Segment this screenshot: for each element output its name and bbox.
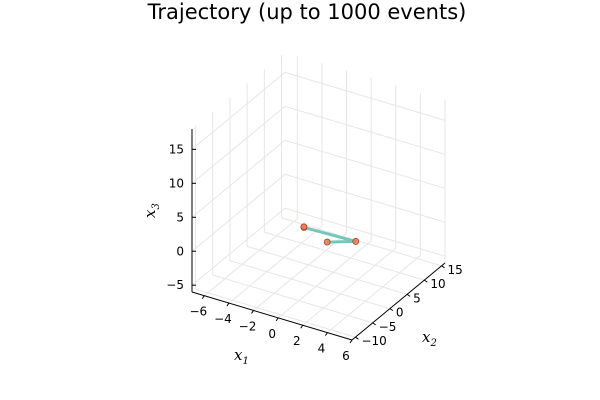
label-layer: x1 x2 x3 <box>141 203 437 367</box>
floor-grid-line-y <box>212 274 373 324</box>
floor-grid-line-x <box>302 247 397 326</box>
back-grid-line-z <box>284 105 446 155</box>
trajectory-point <box>352 238 360 245</box>
x-tick-label: 2 <box>293 334 301 348</box>
y-tick-label: 10 <box>430 277 445 291</box>
side-grid-line-z <box>191 105 286 184</box>
side-grid-line-z <box>191 71 286 150</box>
y-tick-mark <box>389 308 394 312</box>
y-axis-label-main: x <box>422 328 431 346</box>
y-tick-mark <box>424 279 428 283</box>
back-grid-line-z <box>284 139 446 189</box>
y-tick-label: 0 <box>396 306 404 320</box>
y-tick-label: 15 <box>448 263 463 277</box>
y-axis-label: x2 <box>422 328 437 349</box>
x-tick-mark <box>251 310 254 314</box>
y-tick-mark <box>441 265 445 269</box>
floor-grid-line-y <box>264 231 425 281</box>
x-tick-label: −4 <box>214 312 232 326</box>
side-grid-line-z <box>191 139 286 218</box>
x-tick-mark <box>201 295 205 299</box>
trajectory-point <box>323 238 331 246</box>
y-axis-line <box>351 262 446 341</box>
grid-layer <box>191 54 446 341</box>
floor-grid-line-y <box>229 260 391 310</box>
y-tick-mark <box>355 336 359 340</box>
z-tick-label: −5 <box>166 278 184 292</box>
z-tick-label: 0 <box>176 244 184 258</box>
z-axis-label-main: x <box>141 209 159 218</box>
floor-grid-line-x <box>327 255 421 334</box>
back-grid-line-z <box>284 207 446 257</box>
x-tick-label: −2 <box>239 319 257 333</box>
x-tick-label: 0 <box>268 327 276 341</box>
z-axis-label: x3 <box>141 203 162 218</box>
chart-title: Trajectory (up to 1000 events) <box>147 0 467 24</box>
trajectory-point <box>300 223 308 231</box>
x-axis-line <box>191 291 353 341</box>
floor-grid-line-x <box>203 218 298 297</box>
floor-grid-line-x <box>277 240 372 319</box>
floor-grid-line-y <box>246 245 408 295</box>
side-grid-line-z <box>191 173 286 252</box>
x-axis-label: x1 <box>234 346 249 367</box>
x-tick-mark <box>226 302 230 307</box>
y-tick-mark <box>372 322 376 326</box>
x-tick-mark <box>300 324 304 329</box>
x-tick-mark <box>275 317 279 322</box>
floor-grid-line-y <box>281 217 442 267</box>
x-tick-mark <box>324 332 328 336</box>
side-grid-line-z <box>191 207 286 286</box>
back-grid-line-z <box>284 71 446 121</box>
z-tick-label: 5 <box>176 210 184 224</box>
x-axis-label-sub: 1 <box>242 356 248 367</box>
floor-grid-line-x <box>253 233 347 311</box>
x-axis-label-main: x <box>234 346 243 364</box>
x-tick-label: 6 <box>342 349 350 363</box>
data-layer <box>300 223 360 246</box>
back-grid-line-z <box>284 173 446 223</box>
z-tick-label: 15 <box>169 142 184 156</box>
y-axis-label-sub: 2 <box>429 338 436 349</box>
x-tick-label: −6 <box>189 305 207 319</box>
y-tick-label: −5 <box>379 320 397 334</box>
z-axis-label-sub: 3 <box>151 203 162 209</box>
x-tick-mark <box>349 339 353 344</box>
y-tick-label: 5 <box>413 291 421 305</box>
z-tick-label: 10 <box>169 176 184 190</box>
floor-grid-line-x <box>228 225 323 304</box>
y-tick-mark <box>406 293 411 297</box>
y-tick-label: −10 <box>361 334 386 348</box>
floor-grid-line-y <box>195 288 356 338</box>
x-tick-label: 4 <box>318 342 326 356</box>
axis-layer <box>191 129 446 341</box>
